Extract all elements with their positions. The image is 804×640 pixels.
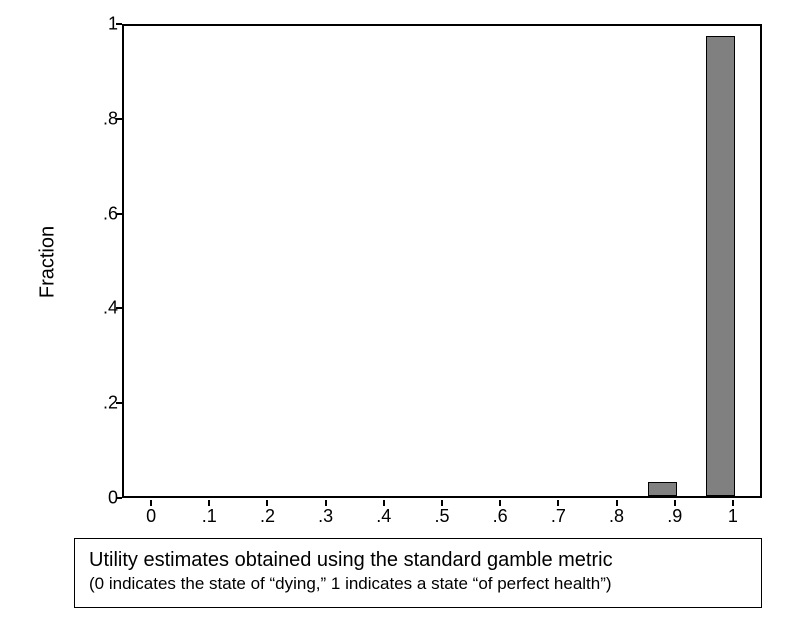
x-tick-label: 1 [728, 506, 738, 527]
x-tick-mark [383, 500, 385, 506]
x-tick-mark [150, 500, 152, 506]
y-tick-label: .4 [88, 298, 118, 319]
y-tick-label: 1 [88, 14, 118, 35]
x-tick-label: .8 [609, 506, 624, 527]
plot-area [122, 24, 762, 498]
y-tick-label: .2 [88, 393, 118, 414]
x-tick-label: .5 [434, 506, 449, 527]
x-tick-mark [732, 500, 734, 506]
histogram-bar [648, 482, 677, 496]
x-tick-label: .4 [376, 506, 391, 527]
x-tick-mark [325, 500, 327, 506]
x-tick-label: .9 [667, 506, 682, 527]
caption-line-2: (0 indicates the state of “dying,” 1 ind… [89, 573, 747, 595]
x-axis-caption-box: Utility estimates obtained using the sta… [74, 538, 762, 608]
x-tick-label: .6 [493, 506, 508, 527]
x-tick-label: .7 [551, 506, 566, 527]
y-tick-label: 0 [88, 488, 118, 509]
x-tick-label: .3 [318, 506, 333, 527]
x-tick-label: 0 [146, 506, 156, 527]
x-tick-label: .1 [202, 506, 217, 527]
y-axis-label: Fraction [37, 226, 60, 298]
x-tick-mark [674, 500, 676, 506]
y-tick-label: .6 [88, 203, 118, 224]
x-tick-mark [616, 500, 618, 506]
x-tick-mark [499, 500, 501, 506]
histogram-chart: 0.2.4.6.81 Fraction 0.1.2.3.4.5.6.7.8.91… [28, 18, 776, 618]
caption-line-1: Utility estimates obtained using the sta… [89, 547, 747, 573]
x-tick-mark [441, 500, 443, 506]
y-tick-label: .8 [88, 108, 118, 129]
histogram-bar [706, 36, 735, 496]
x-tick-mark [557, 500, 559, 506]
x-tick-label: .2 [260, 506, 275, 527]
x-tick-mark [208, 500, 210, 506]
x-tick-mark [266, 500, 268, 506]
